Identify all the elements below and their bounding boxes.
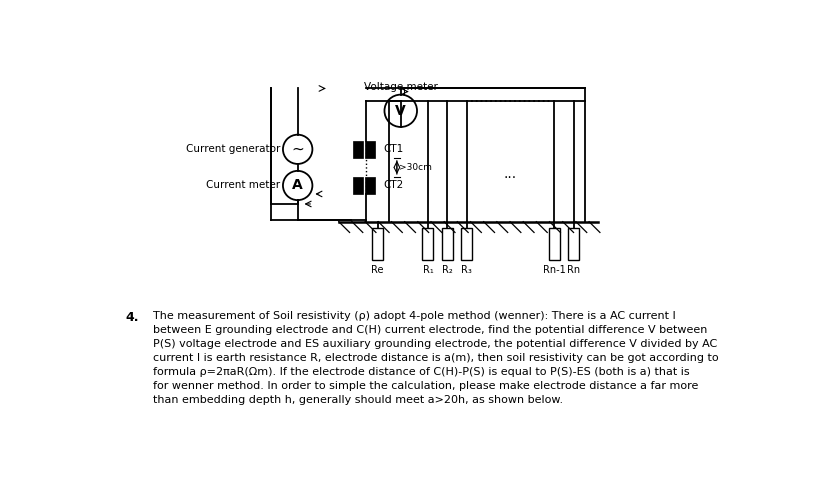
Text: A: A	[292, 179, 303, 192]
Text: R₂: R₂	[442, 265, 453, 275]
Bar	[353, 177, 363, 194]
Text: >30cm: >30cm	[399, 163, 432, 172]
Bar	[441, 228, 453, 260]
Text: Current generator: Current generator	[186, 144, 281, 154]
Bar	[549, 228, 559, 260]
Text: Re: Re	[371, 265, 384, 275]
Text: Voltage meter: Voltage meter	[364, 81, 437, 92]
Text: Rn: Rn	[567, 265, 580, 275]
Bar	[353, 141, 363, 158]
Bar	[423, 228, 433, 260]
Bar	[365, 177, 375, 194]
Bar	[568, 228, 579, 260]
Text: R₃: R₃	[461, 265, 472, 275]
Text: CT1: CT1	[383, 144, 404, 154]
Text: Current meter: Current meter	[206, 181, 281, 190]
Text: 4.: 4.	[125, 311, 139, 324]
Text: CT2: CT2	[383, 181, 404, 190]
Text: ~: ~	[292, 142, 304, 157]
Bar	[461, 228, 472, 260]
Text: V: V	[396, 104, 406, 118]
Bar	[365, 141, 375, 158]
Text: ...: ...	[504, 167, 517, 181]
Text: Rn-1: Rn-1	[543, 265, 566, 275]
Bar	[372, 228, 383, 260]
Text: R₁: R₁	[423, 265, 433, 275]
Text: The measurement of Soil resistivity (ρ) adopt 4-pole method (wenner): There is a: The measurement of Soil resistivity (ρ) …	[153, 311, 718, 405]
Text: I: I	[403, 87, 406, 96]
